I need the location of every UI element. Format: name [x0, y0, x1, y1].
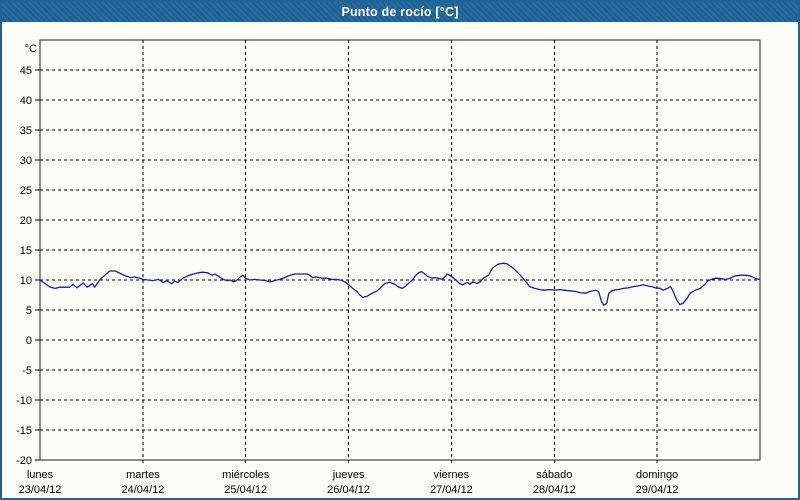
svg-text:35: 35: [20, 125, 32, 137]
svg-text:10: 10: [20, 275, 32, 287]
series-line: [39, 262, 760, 306]
chart-title: Punto de rocío [°C]: [341, 5, 459, 19]
y-ticks: [35, 69, 40, 461]
y-axis-unit-label: °C: [25, 43, 37, 55]
svg-text:-20: -20: [16, 455, 32, 467]
svg-text:-10: -10: [16, 395, 32, 407]
svg-text:25/04/12: 25/04/12: [224, 484, 267, 496]
svg-text:sábado: sábado: [536, 469, 572, 481]
svg-text:-5: -5: [22, 365, 32, 377]
x-axis-labels: lunes 23/04/12 martes 24/04/12 miércoles 25/0…: [19, 469, 679, 496]
svg-text:0: 0: [26, 335, 32, 347]
svg-text:24/04/12: 24/04/12: [121, 484, 164, 496]
svg-text:martes: martes: [126, 469, 160, 481]
svg-text:40: 40: [20, 95, 32, 107]
svg-text:jueves: jueves: [332, 469, 365, 481]
svg-text:23/04/12: 23/04/12: [19, 484, 62, 496]
y-axis-labels: 45 40 35 30 25 20 15 10 5 0 -5 -10 -15 -20: [16, 65, 32, 467]
svg-text:25: 25: [20, 185, 32, 197]
chart-title-bar: Punto de rocío [°C]: [2, 2, 798, 22]
svg-text:30: 30: [20, 155, 32, 167]
svg-text:27/04/12: 27/04/12: [430, 484, 473, 496]
svg-text:28/04/12: 28/04/12: [533, 484, 576, 496]
svg-text:domingo: domingo: [636, 469, 678, 481]
y-gridlines: [40, 69, 760, 431]
x-gridlines: [142, 40, 658, 465]
svg-text:15: 15: [20, 245, 32, 257]
svg-text:29/04/12: 29/04/12: [636, 484, 679, 496]
svg-text:miércoles: miércoles: [222, 469, 270, 481]
svg-text:viernes: viernes: [434, 469, 470, 481]
svg-text:45: 45: [20, 65, 32, 77]
svg-text:26/04/12: 26/04/12: [327, 484, 370, 496]
svg-text:-15: -15: [16, 425, 32, 437]
svg-text:20: 20: [20, 215, 32, 227]
plot-frame: [39, 39, 761, 461]
svg-text:lunes: lunes: [27, 469, 54, 481]
svg-text:5: 5: [26, 305, 32, 317]
